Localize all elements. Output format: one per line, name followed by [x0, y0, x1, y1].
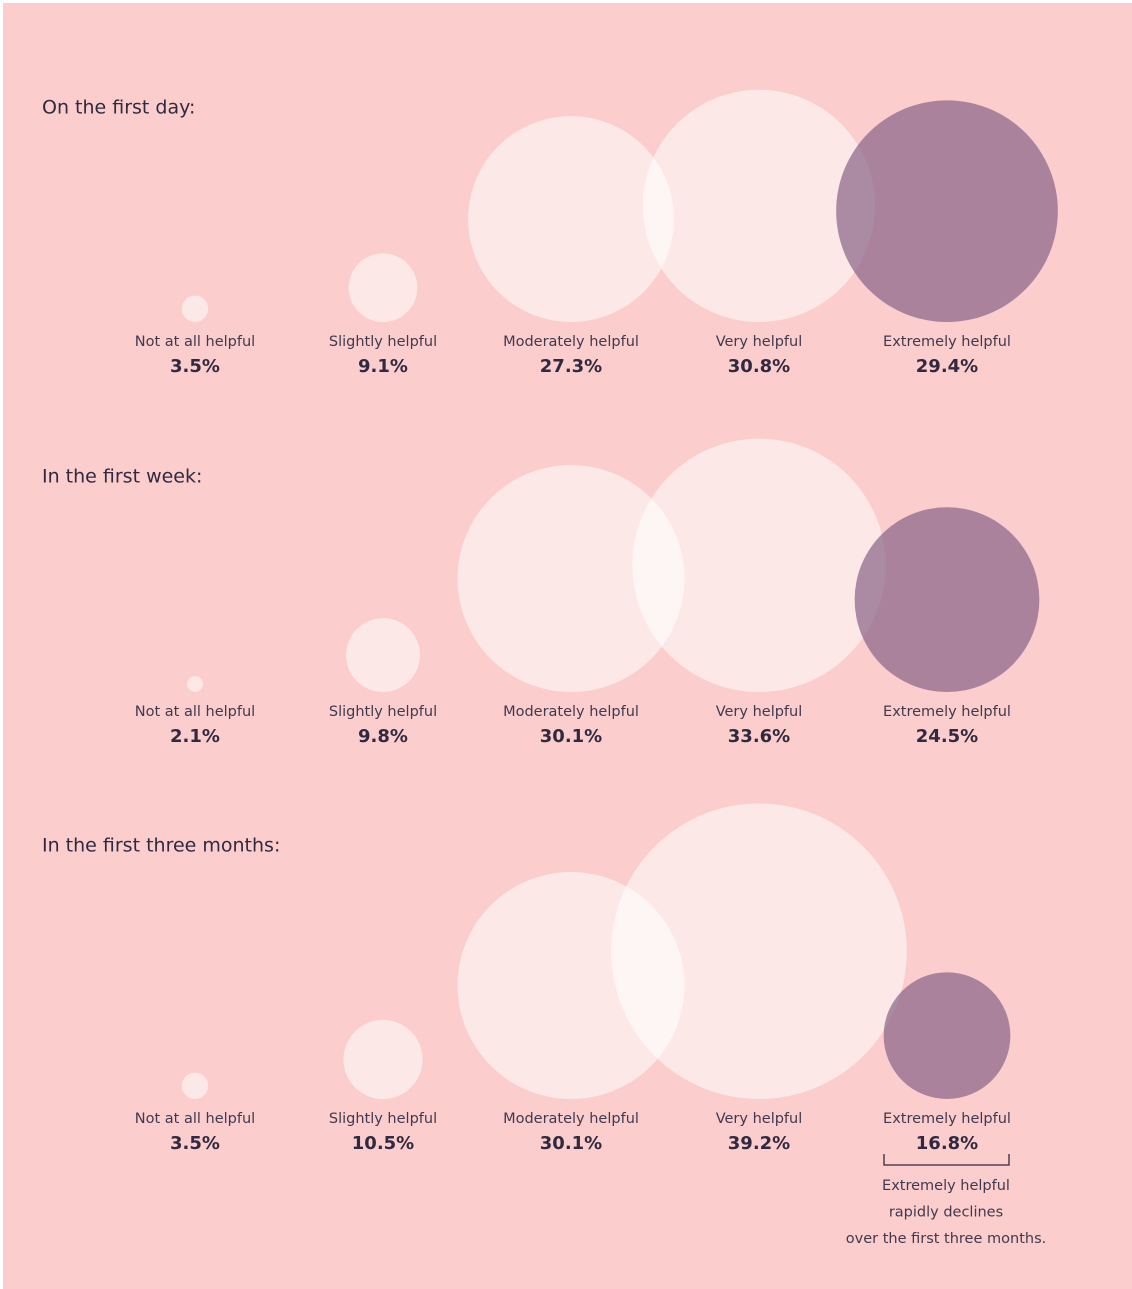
category-label: Not at all helpful — [135, 1111, 255, 1127]
annotation: over the first three months. — [846, 1231, 1047, 1247]
category-label: Not at all helpful — [135, 704, 255, 720]
category-label: Very helpful — [716, 334, 803, 350]
value-label: 29.4% — [916, 356, 978, 377]
category-label: Slightly helpful — [329, 334, 437, 350]
value-label: 30.8% — [728, 356, 790, 377]
bubble — [348, 253, 418, 322]
chart-title: In the first three months: — [42, 835, 280, 857]
category-label: Slightly helpful — [329, 704, 437, 720]
bubble — [468, 116, 674, 323]
bubble — [181, 295, 209, 322]
category-label: Very helpful — [716, 704, 803, 720]
chart-title: On the first day: — [42, 97, 195, 119]
category-label: Moderately helpful — [503, 334, 639, 350]
value-label: 9.8% — [358, 726, 408, 747]
value-label: 9.1% — [358, 356, 408, 377]
value-label: 16.8% — [916, 1133, 978, 1154]
bubble — [346, 618, 420, 692]
value-label: 39.2% — [728, 1133, 790, 1154]
value-label: 10.5% — [352, 1133, 414, 1154]
annotation-bracket — [883, 1154, 1010, 1166]
value-label: 33.6% — [728, 726, 790, 747]
category-label: Very helpful — [716, 1111, 803, 1127]
value-label: 2.1% — [170, 726, 220, 747]
bubble — [611, 803, 907, 1099]
bubble — [836, 100, 1058, 322]
bubble — [632, 438, 886, 692]
annotation: Extremely helpful — [882, 1178, 1010, 1194]
category-label: Extremely helpful — [883, 704, 1011, 720]
category-label: Slightly helpful — [329, 1111, 437, 1127]
category-label: Moderately helpful — [503, 704, 639, 720]
value-label: 3.5% — [170, 356, 220, 377]
bubble — [642, 89, 876, 322]
bubble — [343, 1019, 423, 1099]
value-label: 3.5% — [170, 1133, 220, 1154]
chart-title: In the first week: — [42, 466, 202, 488]
bubble — [181, 1072, 209, 1100]
value-label: 27.3% — [540, 356, 602, 377]
category-label: Extremely helpful — [883, 334, 1011, 350]
bubble — [854, 507, 1040, 692]
annotation: rapidly declines — [889, 1205, 1003, 1221]
value-label: 30.1% — [540, 726, 602, 747]
category-label: Extremely helpful — [883, 1111, 1011, 1127]
bubble — [883, 972, 1011, 1099]
bubble — [457, 465, 685, 692]
category-label: Not at all helpful — [135, 334, 255, 350]
category-label: Moderately helpful — [503, 1111, 639, 1127]
value-label: 24.5% — [916, 726, 978, 747]
value-label: 30.1% — [540, 1133, 602, 1154]
bubble — [187, 676, 203, 692]
